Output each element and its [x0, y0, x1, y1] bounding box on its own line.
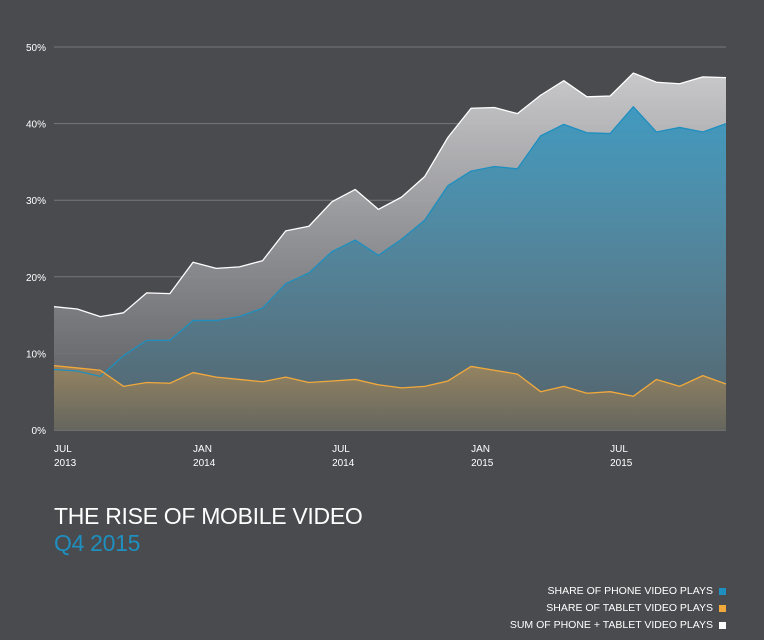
area-tablet — [54, 365, 726, 430]
chart-subtitle: Q4 2015 — [54, 530, 141, 556]
y-tick-label: 30% — [26, 196, 46, 207]
x-axis-ticks: JUL 2013 JAN 2014 JUL 2014 JAN 2015 JUL 2015 — [54, 444, 633, 469]
x-tick-year: 2014 — [193, 458, 216, 469]
legend-item-sum: SUM OF PHONE + TABLET VIDEO PLAYS — [510, 617, 726, 634]
x-tick-month: JUL — [610, 444, 628, 455]
chart-title: THE RISE OF MOBILE VIDEO — [54, 503, 363, 529]
x-tick-year: 2015 — [610, 458, 633, 469]
legend-item-phone: SHARE OF PHONE VIDEO PLAYS — [510, 583, 726, 600]
x-tick-month: JAN — [471, 444, 490, 455]
line-tablet — [53, 365, 727, 397]
x-tick-year: 2015 — [471, 458, 494, 469]
y-axis-ticks: 0% 10% 20% 30% 40% 50% — [26, 43, 46, 437]
legend-swatch-sum — [719, 622, 726, 629]
legend-label-phone: SHARE OF PHONE VIDEO PLAYS — [547, 585, 713, 597]
series-areas — [54, 73, 726, 431]
legend-swatch-phone — [719, 588, 726, 595]
x-tick-month: JUL — [54, 444, 72, 455]
legend: SHARE OF PHONE VIDEO PLAYS SHARE OF TABL… — [510, 583, 726, 634]
y-tick-label: 20% — [26, 273, 46, 284]
legend-label-sum: SUM OF PHONE + TABLET VIDEO PLAYS — [509, 619, 713, 631]
x-tick-month: JUL — [332, 444, 350, 455]
x-tick-month: JAN — [193, 444, 212, 455]
y-tick-label: 40% — [26, 120, 46, 131]
x-tick-year: 2014 — [332, 458, 355, 469]
y-tick-label: 0% — [32, 426, 47, 437]
legend-label-tablet: SHARE OF TABLET VIDEO PLAYS — [546, 602, 713, 614]
line-sum — [53, 72, 727, 318]
y-tick-label: 50% — [26, 43, 46, 54]
area-phone — [54, 106, 726, 431]
chart-title-block: THE RISE OF MOBILE VIDEO Q4 2015 — [54, 503, 363, 557]
mobile-video-chart: 0%10%20%30%40%50% JUL2013JAN2014JUL2014J… — [26, 43, 727, 469]
series-lines — [53, 72, 727, 397]
line-phone — [53, 106, 727, 378]
y-tick-label: 10% — [26, 349, 46, 360]
legend-item-tablet: SHARE OF TABLET VIDEO PLAYS — [510, 600, 726, 617]
x-tick-year: 2013 — [54, 458, 77, 469]
legend-swatch-tablet — [719, 605, 726, 612]
